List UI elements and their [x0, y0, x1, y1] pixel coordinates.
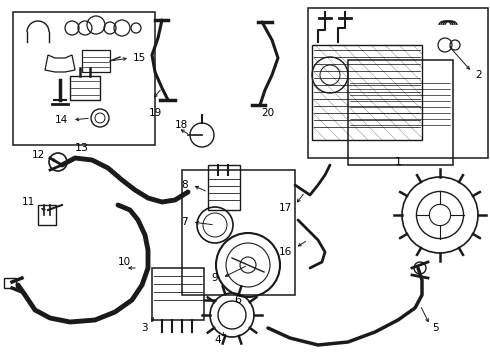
Bar [4, 278, 16, 288]
Text: 17: 17 [279, 203, 292, 213]
Text: 14: 14 [55, 115, 68, 125]
Text: 12: 12 [32, 150, 45, 160]
Bar [308, 8, 488, 158]
Bar [208, 165, 240, 210]
Bar [152, 268, 204, 320]
Text: 4: 4 [215, 335, 221, 345]
Text: 13: 13 [75, 143, 89, 153]
Bar [312, 45, 422, 140]
Bar [38, 205, 56, 225]
Bar [13, 12, 155, 145]
Bar [70, 76, 100, 100]
Text: 5: 5 [432, 323, 439, 333]
Text: 2: 2 [475, 70, 482, 80]
Text: 3: 3 [142, 323, 148, 333]
Text: 16: 16 [279, 247, 292, 257]
Text: 6: 6 [235, 295, 242, 305]
Text: 11: 11 [22, 197, 35, 207]
Bar [182, 170, 295, 295]
Text: 8: 8 [181, 180, 188, 190]
Bar [82, 50, 110, 72]
Bar [348, 60, 453, 165]
Text: 20: 20 [262, 108, 274, 118]
Text: 9: 9 [211, 273, 218, 283]
Text: 7: 7 [181, 217, 188, 227]
Text: 1: 1 [394, 157, 401, 167]
Text: 10: 10 [118, 257, 131, 267]
Text: 15: 15 [133, 53, 146, 63]
Text: 18: 18 [175, 120, 188, 130]
Text: 19: 19 [148, 108, 162, 118]
